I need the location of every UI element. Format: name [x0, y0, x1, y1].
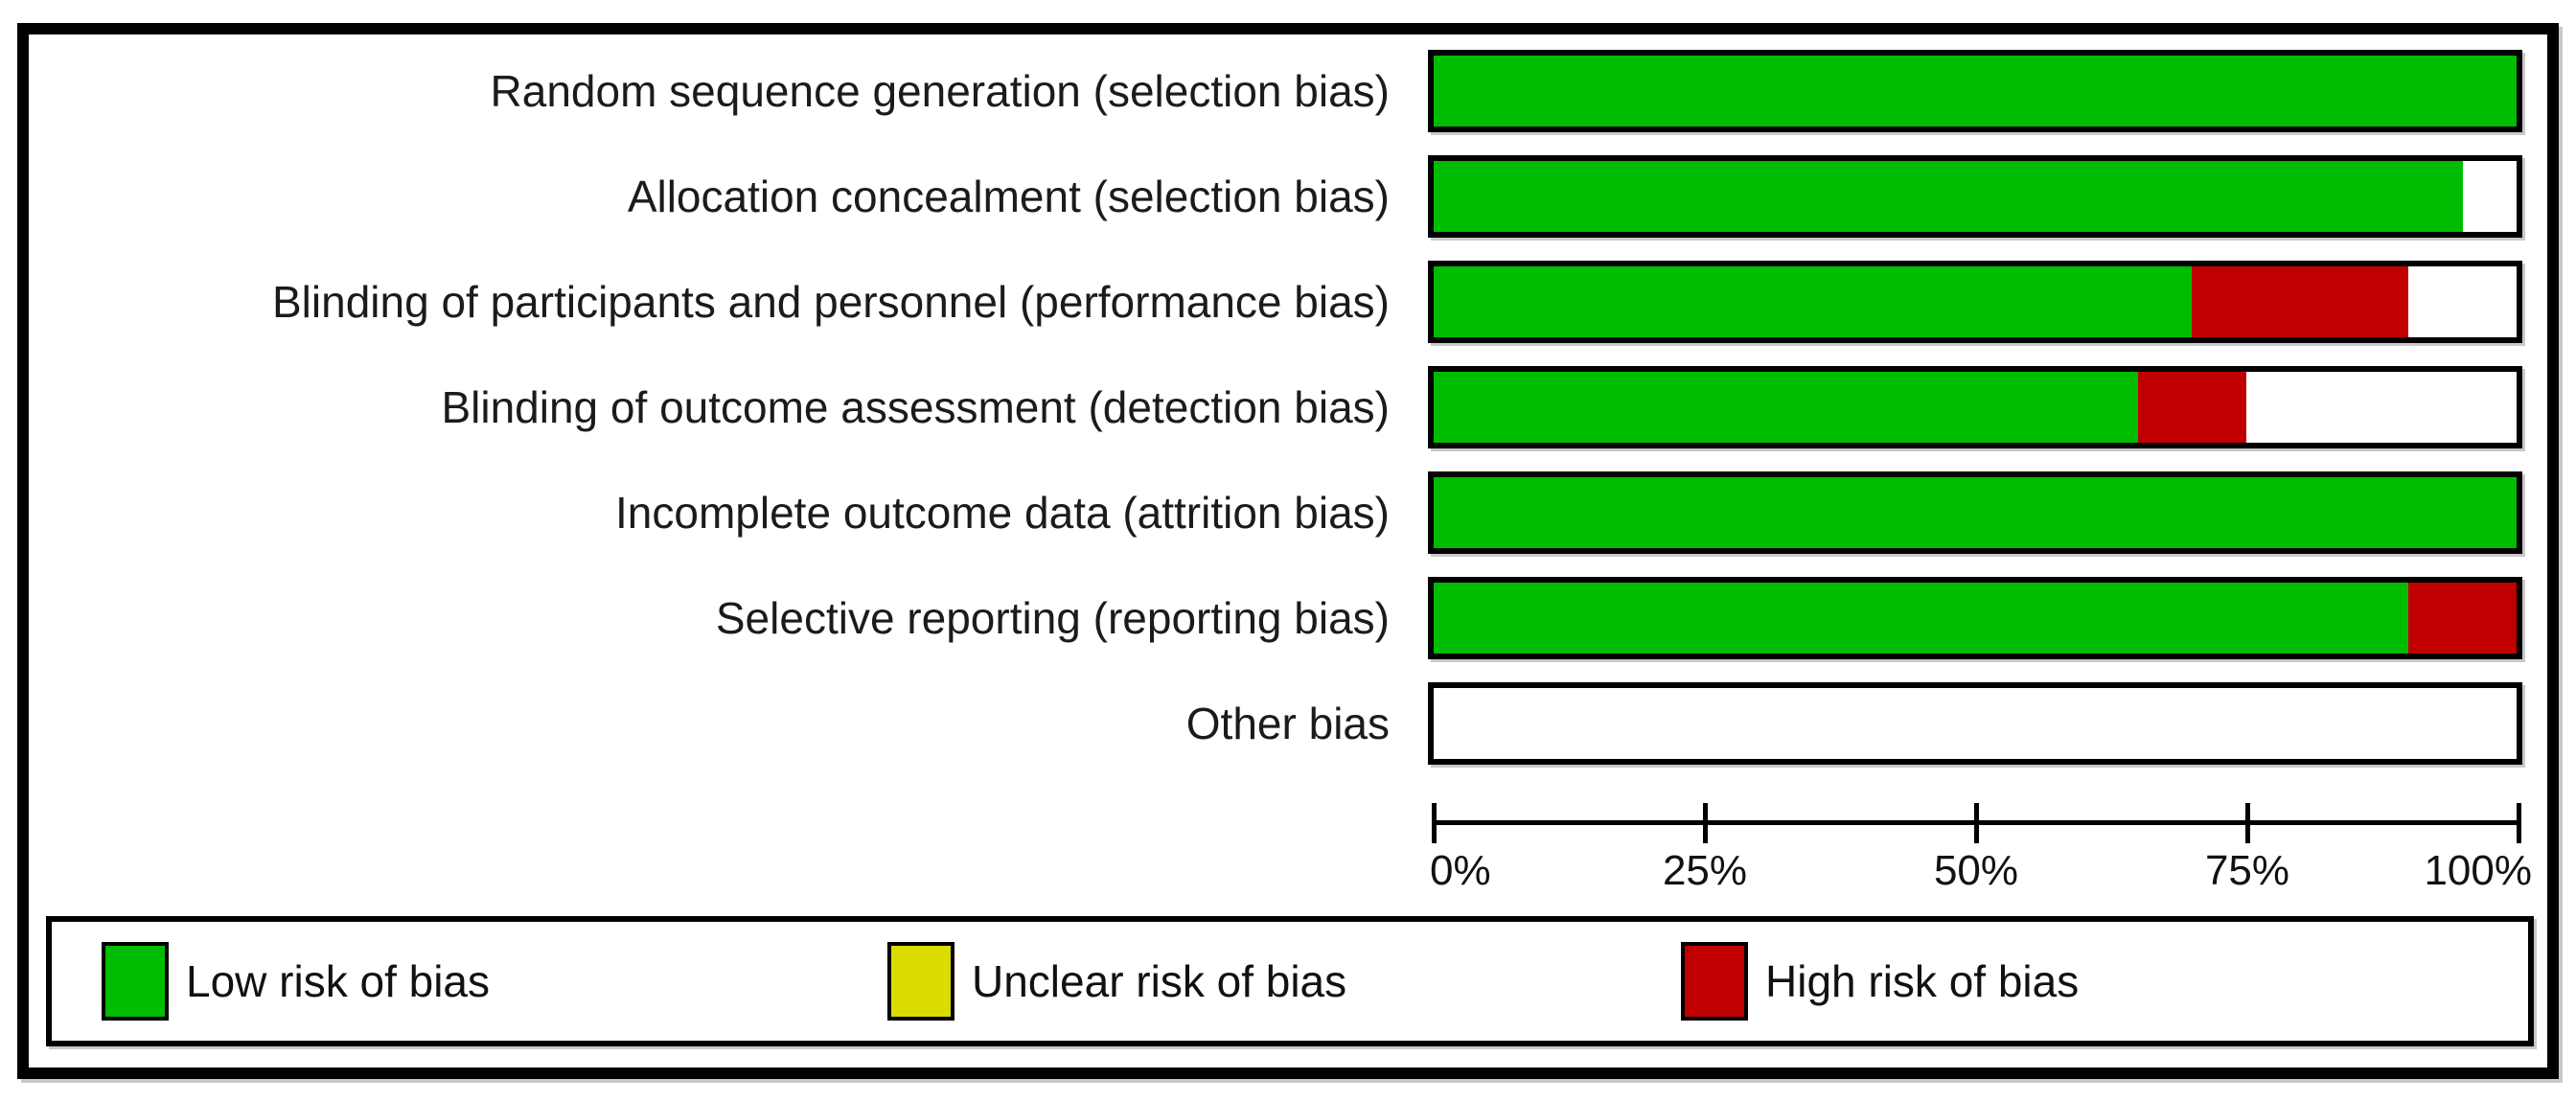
legend-swatch-high [1681, 942, 1748, 1021]
legend-label: Unclear risk of bias [972, 956, 1347, 1006]
risk-segment-high [2137, 372, 2246, 443]
risk-segment-low [1434, 583, 2408, 654]
risk-domain-row: Selective reporting (reporting bias) [29, 577, 2522, 659]
x-axis-tick [2517, 803, 2521, 843]
legend-item-unclear: Unclear risk of bias [887, 922, 1346, 1041]
risk-bar [1428, 155, 2522, 238]
risk-bar [1428, 577, 2522, 659]
x-axis-tick [1974, 803, 1979, 843]
risk-segment-blank [2462, 161, 2517, 232]
legend: Low risk of bias Unclear risk of bias Hi… [46, 916, 2534, 1046]
legend-swatch-unclear [887, 942, 954, 1021]
legend-swatch-low [102, 942, 169, 1021]
risk-segment-blank [2245, 372, 2517, 443]
legend-label: Low risk of bias [186, 956, 491, 1006]
x-axis-tick-label: 25% [1662, 847, 1748, 894]
legend-item-high: High risk of bias [1681, 922, 2079, 1041]
risk-segment-low [1434, 372, 2138, 443]
legend-label: High risk of bias [1765, 956, 2080, 1006]
risk-segment-blank [2408, 266, 2517, 337]
x-axis-tick-label: 100% [2424, 847, 2532, 894]
risk-bar [1428, 471, 2522, 554]
x-axis-tick-label: 75% [2204, 847, 2290, 894]
x-axis-tick [1703, 803, 1708, 843]
risk-bar [1428, 261, 2522, 343]
risk-domain-row: Blinding of outcome assessment (detectio… [29, 366, 2522, 448]
risk-domain-label: Selective reporting (reporting bias) [715, 592, 1390, 643]
risk-segment-low [1434, 161, 2463, 232]
x-axis-tick-label: 50% [1933, 847, 2019, 894]
risk-segment-blank [1434, 688, 2517, 759]
risk-domain-row: Allocation concealment (selection bias) [29, 155, 2522, 238]
risk-domain-label: Incomplete outcome data (attrition bias) [615, 487, 1390, 538]
risk-domain-row: Blinding of participants and personnel (… [29, 261, 2522, 343]
risk-segment-high [2192, 266, 2408, 337]
risk-domain-label: Allocation concealment (selection bias) [627, 171, 1390, 221]
legend-item-low: Low risk of bias [102, 922, 490, 1041]
x-axis-tick-label: 0% [1430, 847, 1491, 894]
risk-domain-label: Other bias [1185, 698, 1390, 748]
risk-segment-low [1434, 56, 2517, 126]
risk-domain-label: Blinding of participants and personnel (… [272, 276, 1390, 327]
risk-domain-row: Incomplete outcome data (attrition bias) [29, 471, 2522, 554]
risk-domain-row: Random sequence generation (selection bi… [29, 50, 2522, 132]
chart-rows: Random sequence generation (selection bi… [29, 50, 2522, 788]
risk-segment-low [1434, 266, 2192, 337]
risk-domain-label: Random sequence generation (selection bi… [490, 65, 1390, 116]
risk-bar [1428, 366, 2522, 448]
risk-bar [1428, 682, 2522, 765]
risk-segment-low [1434, 477, 2517, 548]
x-axis-tick [2245, 803, 2250, 843]
x-axis-tick [1432, 803, 1437, 843]
risk-segment-high [2408, 583, 2517, 654]
risk-domain-label: Blinding of outcome assessment (detectio… [441, 381, 1390, 432]
risk-bar [1428, 50, 2522, 132]
risk-domain-row: Other bias [29, 682, 2522, 765]
